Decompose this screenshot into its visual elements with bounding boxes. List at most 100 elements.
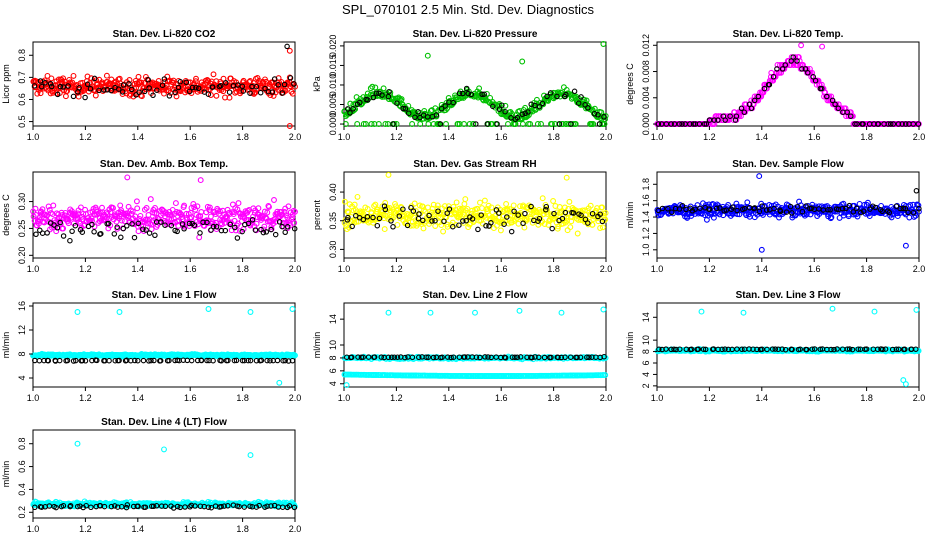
- y-axis-label: Licor ppm: [1, 64, 11, 104]
- data-point: [181, 226, 187, 232]
- data-point: [574, 354, 580, 361]
- data-point: [695, 346, 702, 352]
- data-point: [129, 208, 136, 215]
- data-point: [659, 205, 666, 212]
- data-point: [587, 202, 594, 209]
- data-point: [70, 72, 77, 79]
- data-point: [291, 81, 297, 87]
- data-point: [849, 113, 856, 120]
- data-point: [150, 92, 156, 99]
- data-point: [473, 121, 479, 127]
- y-tick-label: 0.7: [17, 71, 27, 84]
- data-point: [292, 208, 298, 215]
- data-point: [577, 354, 584, 361]
- data-point: [524, 354, 530, 361]
- data-point: [224, 215, 230, 221]
- y-axis-label: kPa: [312, 76, 322, 92]
- data-point: [590, 121, 597, 127]
- data-point: [375, 121, 382, 127]
- y-tick-label: 0.005: [328, 93, 338, 116]
- data-point: [37, 227, 43, 234]
- data-point: [558, 309, 565, 316]
- data-point: [252, 89, 259, 96]
- data-point: [161, 76, 168, 82]
- data-point: [205, 306, 212, 312]
- data-point: [429, 218, 435, 224]
- data-point: [278, 209, 285, 215]
- x-tick-label: 1.4: [132, 264, 145, 274]
- y-axis-label: ml/min: [1, 461, 11, 488]
- data-point: [37, 90, 44, 97]
- data-point: [257, 89, 264, 96]
- data-point: [759, 203, 765, 209]
- data-point: [439, 354, 445, 361]
- data-point: [417, 114, 423, 121]
- data-point: [289, 357, 296, 364]
- data-point: [758, 246, 765, 253]
- data-point: [385, 171, 392, 178]
- chart-title: Stan. Dev. Gas Stream RH: [413, 159, 536, 170]
- y-tick-label: 1.6: [641, 194, 651, 207]
- data-point: [725, 346, 732, 353]
- data-point: [126, 77, 133, 83]
- data-point: [162, 222, 168, 228]
- y-tick-label: 2: [641, 383, 651, 388]
- data-point: [570, 121, 576, 127]
- y-tick-label: 0.35: [328, 212, 338, 230]
- y-tick-label: 8: [641, 349, 651, 354]
- data-point: [373, 90, 380, 96]
- data-point: [476, 85, 483, 92]
- data-point: [562, 354, 568, 361]
- data-point: [62, 93, 69, 100]
- data-point: [341, 219, 348, 226]
- data-point: [47, 81, 54, 87]
- data-point: [134, 205, 141, 212]
- data-point: [198, 357, 205, 364]
- y-tick-label: 0.020: [328, 35, 338, 58]
- chart-title: Stan. Dev. Line 1 Flow: [112, 290, 217, 301]
- data-point: [443, 121, 449, 127]
- data-point: [854, 121, 860, 127]
- data-point: [133, 198, 140, 205]
- data-point: [559, 208, 566, 215]
- data-point: [715, 117, 721, 123]
- y-tick-label: 0.30: [328, 241, 338, 259]
- data-point: [748, 105, 755, 112]
- data-point: [236, 210, 243, 216]
- data-point: [671, 346, 677, 353]
- data-point: [126, 81, 132, 87]
- x-tick-label: 2.0: [913, 132, 926, 142]
- y-tick-label: 14: [641, 312, 651, 322]
- chart-panel-3: Stan. Dev. Li-820 Temp.degrees C1.0 1.2 1.…: [625, 29, 925, 142]
- data-point: [411, 200, 418, 207]
- x-tick-label: 1.6: [495, 132, 508, 142]
- data-point: [344, 106, 351, 112]
- data-point: [419, 203, 426, 210]
- data-point: [53, 228, 60, 235]
- y-tick-label: 0.25: [17, 220, 27, 238]
- data-point: [213, 78, 220, 85]
- data-point: [462, 196, 469, 203]
- data-point: [226, 89, 233, 95]
- data-point: [525, 109, 531, 115]
- data-point: [209, 84, 216, 90]
- data-point: [585, 220, 591, 226]
- y-tick-label: 14: [328, 314, 338, 324]
- data-point: [727, 113, 733, 119]
- data-point: [360, 216, 367, 223]
- data-point: [247, 309, 254, 315]
- data-point: [69, 228, 75, 235]
- data-point: [129, 221, 135, 227]
- data-point: [194, 203, 201, 210]
- data-point: [559, 215, 566, 222]
- data-point: [503, 201, 510, 207]
- data-point: [744, 199, 751, 206]
- x-tick-label: 1.0: [338, 264, 351, 274]
- data-point: [426, 212, 432, 219]
- y-tick-label: 0.000: [328, 113, 338, 136]
- x-tick-label: 1.4: [132, 132, 145, 142]
- x-tick-label: 1.4: [443, 393, 456, 403]
- data-point: [804, 346, 810, 353]
- data-point: [794, 203, 801, 210]
- data-point: [191, 222, 198, 229]
